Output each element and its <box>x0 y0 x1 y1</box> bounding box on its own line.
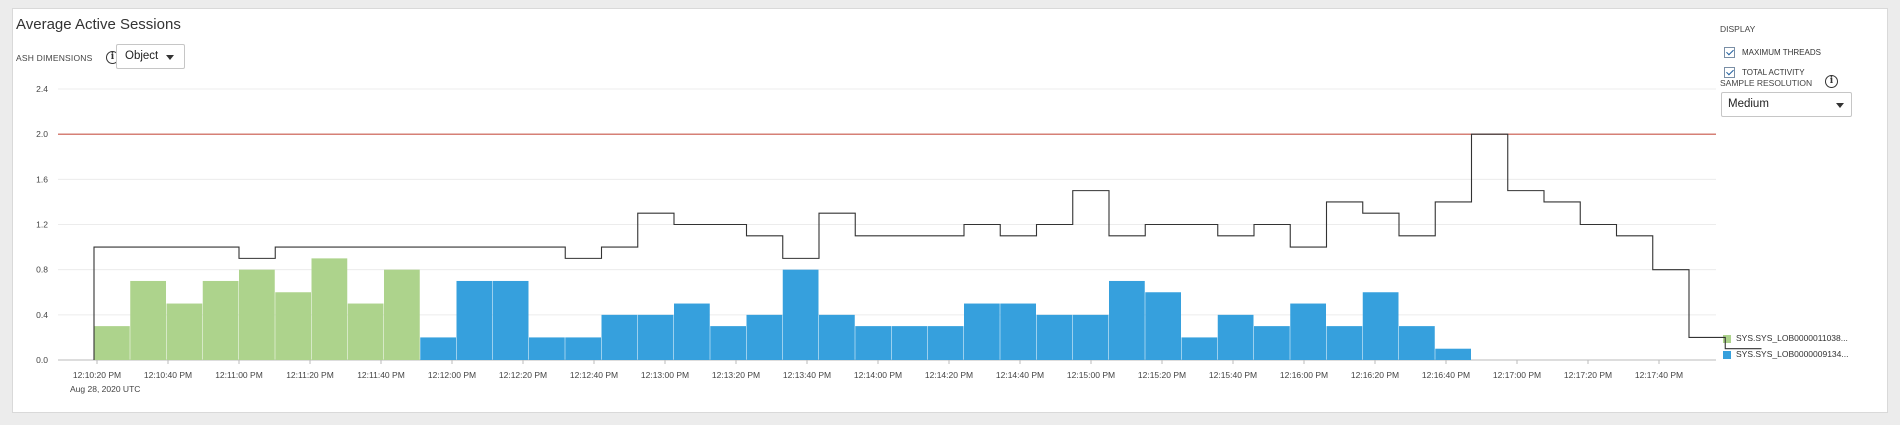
bar-blue <box>456 280 493 360</box>
bar-blue <box>1362 292 1399 360</box>
y-tick-label: 2.4 <box>36 84 48 94</box>
bar-blue <box>710 326 746 360</box>
total-activity-line <box>93 133 1762 360</box>
total-activity-checkbox[interactable] <box>1724 67 1735 78</box>
x-tick-label: 12:10:40 PM <box>144 370 192 380</box>
legend-item-blue[interactable]: SYS.SYS_LOB0000009134... <box>1723 349 1848 359</box>
x-tick-label: 12:17:20 PM <box>1564 370 1612 380</box>
bar-blue <box>855 326 891 360</box>
ash-dimension-select[interactable]: Object <box>116 44 185 69</box>
x-tick-label: 12:12:20 PM <box>499 370 547 380</box>
bar-blue <box>492 280 529 360</box>
legend-item-green[interactable]: SYS.SYS_LOB0000011038... <box>1723 333 1848 343</box>
bar-blue <box>1290 303 1326 360</box>
x-tick-label: 12:11:40 PM <box>357 370 405 380</box>
bar-blue <box>529 337 565 360</box>
bar-blue <box>565 337 601 360</box>
bar-blue <box>601 314 638 360</box>
bar-blue <box>927 326 964 360</box>
x-tick-label: 12:15:00 PM <box>1067 370 1115 380</box>
sample-resolution-select[interactable]: Medium <box>1721 92 1852 117</box>
bar-blue <box>1036 314 1073 360</box>
bar-blue <box>964 303 1000 360</box>
bar-blue <box>1145 292 1181 360</box>
legend-label-green: SYS.SYS_LOB0000011038... <box>1736 333 1848 343</box>
x-tick-label: 12:17:40 PM <box>1635 370 1683 380</box>
bar-green <box>384 269 420 360</box>
legend-swatch-green <box>1723 334 1731 343</box>
bar-blue <box>1000 303 1036 360</box>
bar-green <box>202 280 239 360</box>
x-tick-label: 12:15:40 PM <box>1209 370 1257 380</box>
x-tick-label: 12:15:20 PM <box>1138 370 1186 380</box>
bar-blue <box>746 314 783 360</box>
sample-resolution-label: SAMPLE RESOLUTION <box>1720 78 1813 88</box>
x-tick-label: 12:14:00 PM <box>854 370 902 380</box>
x-tick-label: 12:11:20 PM <box>286 370 334 380</box>
bar-blue <box>1072 314 1109 360</box>
chevron-down-icon <box>166 55 174 60</box>
ash-dimensions-label: ASH DIMENSIONS <box>16 53 93 63</box>
bar-blue <box>1326 326 1363 360</box>
bar-blue <box>637 314 674 360</box>
chart-title: Average Active Sessions <box>16 16 181 33</box>
chevron-down-icon <box>1836 103 1844 108</box>
bar-blue <box>1399 326 1435 360</box>
bar-blue <box>1181 337 1218 360</box>
bar-blue <box>1435 348 1471 360</box>
bar-blue <box>782 269 819 360</box>
bar-blue <box>891 326 928 360</box>
max-threads-checkbox[interactable] <box>1724 47 1735 58</box>
y-tick-label: 0.4 <box>36 310 48 320</box>
bar-green <box>239 269 275 360</box>
bar-green <box>311 258 348 360</box>
x-tick-label: 12:11:00 PM <box>215 370 263 380</box>
x-tick-label: 12:14:20 PM <box>925 370 973 380</box>
display-label: DISPLAY <box>1720 24 1756 34</box>
x-tick-label: 12:16:20 PM <box>1351 370 1399 380</box>
bar-green <box>130 280 166 360</box>
bar-blue <box>1217 314 1254 360</box>
ash-dimension-value: Object <box>125 50 159 62</box>
x-tick-label: 12:12:40 PM <box>570 370 618 380</box>
sample-resolution-value: Medium <box>1728 98 1769 110</box>
legend-label-blue: SYS.SYS_LOB0000009134... <box>1736 349 1849 359</box>
bar-green <box>347 303 384 360</box>
bar-green <box>94 326 130 360</box>
bar-blue <box>420 337 456 360</box>
y-tick-label: 1.6 <box>36 174 48 184</box>
x-axis-date-label: Aug 28, 2020 UTC <box>70 384 140 394</box>
legend-swatch-blue <box>1723 350 1731 359</box>
bar-green <box>166 303 203 360</box>
x-tick-label: 12:16:40 PM <box>1422 370 1470 380</box>
x-tick-label: 12:14:40 PM <box>996 370 1044 380</box>
bar-blue <box>1109 280 1145 360</box>
x-tick-label: 12:13:00 PM <box>641 370 689 380</box>
y-tick-label: 0.0 <box>36 355 48 365</box>
max-threads-label: MAXIMUM THREADS <box>1742 48 1821 57</box>
y-tick-label: 0.8 <box>36 265 48 275</box>
total-activity-label: TOTAL ACTIVITY <box>1742 68 1805 77</box>
bar-blue <box>674 303 710 360</box>
resolution-info-icon[interactable]: i <box>1825 75 1838 88</box>
x-tick-label: 12:12:00 PM <box>428 370 476 380</box>
x-tick-label: 12:17:00 PM <box>1493 370 1541 380</box>
bar-blue <box>1254 326 1290 360</box>
x-tick-label: 12:13:40 PM <box>783 370 831 380</box>
x-tick-label: 12:16:00 PM <box>1280 370 1328 380</box>
y-tick-label: 2.0 <box>36 129 48 139</box>
x-tick-label: 12:10:20 PM <box>73 370 121 380</box>
x-tick-label: 12:13:20 PM <box>712 370 760 380</box>
bar-green <box>275 292 311 360</box>
y-tick-label: 1.2 <box>36 220 48 230</box>
bar-blue <box>819 314 855 360</box>
